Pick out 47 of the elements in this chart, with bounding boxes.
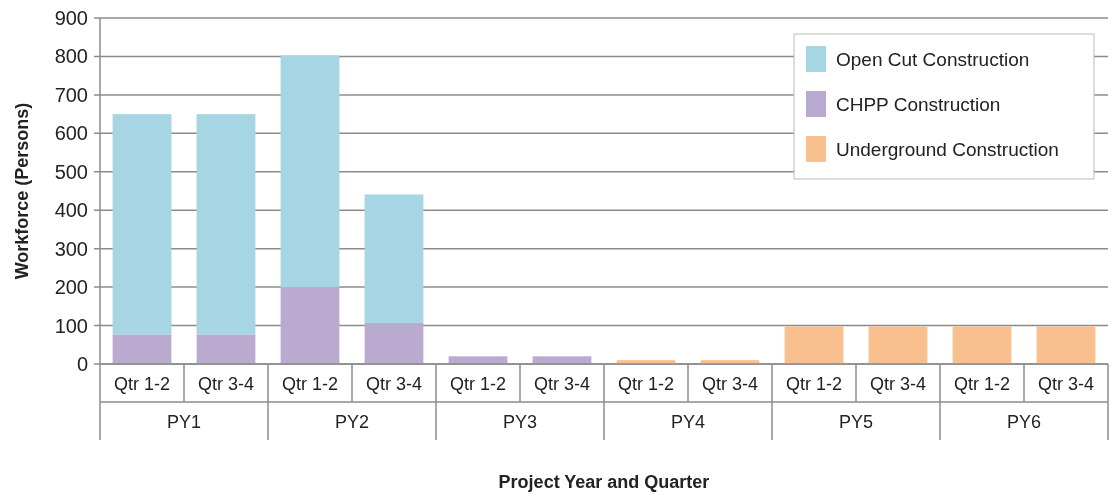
y-axis-title: Workforce (Persons) [12, 102, 32, 280]
text: PY2 [334, 412, 370, 432]
bar [364, 194, 424, 323]
x-tick-label: Qtr 1-2 [785, 374, 843, 394]
bar [196, 114, 256, 335]
x-tick-label: Qtr 1-2 [953, 374, 1011, 394]
x-axis-title: Project Year and Quarter [498, 472, 710, 492]
x-tick-label: Qtr 3-4 [869, 374, 927, 394]
legend-label: CHPP Construction [836, 93, 1001, 115]
text: PY3 [502, 412, 538, 432]
x-tick-label: Qtr 1-2 [617, 374, 675, 394]
y-tick-label: 300 [54, 237, 88, 260]
x-tick-label: Qtr 1-2 [281, 374, 339, 394]
x-tick-label: Qtr 3-4 [365, 374, 423, 394]
legend-label: Open Cut Construction [836, 48, 1030, 70]
x-tick-label: Qtr 3-4 [533, 374, 591, 394]
x-tick-label: Qtr 3-4 [197, 374, 255, 394]
y-tick-label: 500 [54, 160, 88, 183]
x-tick-label: Qtr 1-2 [449, 374, 507, 394]
text: PY6 [1006, 412, 1042, 432]
bar [1036, 326, 1096, 364]
bar [280, 287, 340, 364]
legend-label: Underground Construction [836, 138, 1059, 160]
y-tick-label: 700 [54, 83, 88, 106]
bar [112, 334, 172, 364]
y-tick-label: 200 [54, 276, 88, 299]
bar [448, 356, 508, 364]
x-tick-label: Qtr 3-4 [1037, 374, 1095, 394]
y-tick-label: 100 [54, 314, 88, 337]
y-tick-label: 800 [54, 45, 88, 68]
y-tick-label: 600 [54, 122, 88, 145]
text: PY4 [670, 412, 706, 432]
y-tick-label: 900 [54, 7, 88, 29]
text: PY1 [166, 412, 202, 432]
y-tick-label: 400 [54, 199, 88, 222]
y-tick-label: 0 [76, 353, 88, 375]
bar [784, 326, 844, 364]
x-tick-label: Qtr 1-2 [113, 374, 171, 394]
x-tick-label: Qtr 3-4 [701, 374, 759, 394]
text: PY5 [838, 412, 874, 432]
bar [112, 114, 172, 335]
bar [868, 326, 928, 364]
bar [196, 334, 256, 364]
bar [532, 356, 592, 364]
bar [952, 326, 1012, 364]
bar [364, 322, 424, 364]
bar [280, 55, 340, 288]
